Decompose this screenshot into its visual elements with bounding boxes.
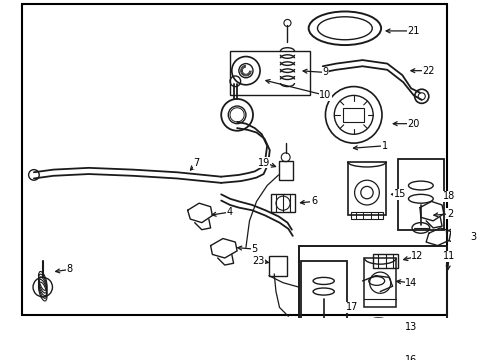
Text: 20: 20 bbox=[408, 119, 420, 129]
Text: 4: 4 bbox=[227, 207, 233, 217]
Text: 15: 15 bbox=[393, 189, 406, 199]
Text: 14: 14 bbox=[405, 278, 417, 288]
Text: 9: 9 bbox=[322, 67, 328, 77]
Text: 19: 19 bbox=[257, 158, 270, 167]
Bar bbox=[270, 194, 295, 212]
Bar bbox=[347, 162, 387, 215]
Ellipse shape bbox=[318, 17, 372, 40]
Text: 21: 21 bbox=[408, 26, 420, 36]
Text: 11: 11 bbox=[443, 251, 455, 261]
Text: 18: 18 bbox=[443, 191, 455, 201]
Text: 8: 8 bbox=[66, 265, 73, 274]
Text: 3: 3 bbox=[470, 232, 476, 242]
Bar bbox=[398, 159, 444, 230]
Text: 7: 7 bbox=[194, 158, 199, 168]
Text: 12: 12 bbox=[411, 251, 423, 261]
Ellipse shape bbox=[309, 12, 381, 45]
Bar bbox=[299, 246, 447, 350]
Text: 23: 23 bbox=[252, 256, 265, 266]
Text: 2: 2 bbox=[447, 209, 453, 219]
Text: 22: 22 bbox=[422, 66, 435, 76]
Text: 1: 1 bbox=[382, 141, 388, 151]
Bar bbox=[230, 51, 310, 95]
Bar bbox=[373, 253, 398, 268]
Bar bbox=[269, 256, 287, 276]
Bar bbox=[279, 161, 293, 180]
Text: 6: 6 bbox=[311, 197, 317, 206]
Bar bbox=[301, 261, 346, 331]
Bar bbox=[343, 108, 365, 122]
Bar bbox=[351, 212, 383, 219]
Text: 5: 5 bbox=[252, 244, 258, 254]
Text: 10: 10 bbox=[319, 90, 332, 100]
Text: 13: 13 bbox=[405, 322, 417, 332]
Text: 17: 17 bbox=[346, 302, 358, 312]
Text: 16: 16 bbox=[405, 355, 417, 360]
Bar bbox=[365, 258, 396, 307]
